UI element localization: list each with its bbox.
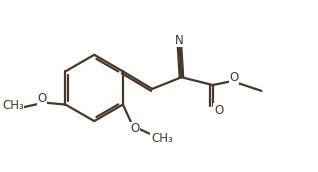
Text: CH₃: CH₃ (151, 132, 173, 145)
Text: O: O (230, 71, 239, 84)
Text: O: O (214, 104, 223, 117)
Text: N: N (175, 34, 184, 47)
Text: CH₃: CH₃ (2, 99, 24, 112)
Text: O: O (38, 92, 47, 105)
Text: O: O (130, 122, 139, 135)
